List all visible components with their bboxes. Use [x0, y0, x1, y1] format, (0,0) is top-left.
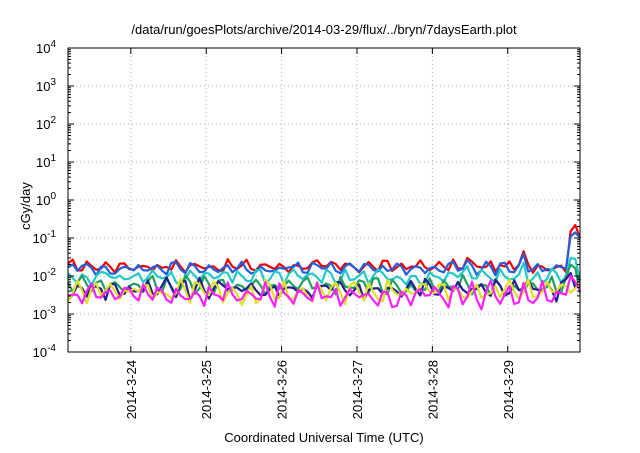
grid-lines [68, 48, 580, 352]
x-tick-label: 2014-3-27 [350, 360, 365, 419]
x-tick-label: 2014-3-24 [124, 360, 139, 419]
x-tick-label: 2014-3-25 [199, 360, 214, 419]
x-tick-label: 2014-3-29 [501, 360, 516, 419]
x-axis-label: Coordinated Universal Time (UTC) [224, 430, 423, 445]
y-tick-label: 104 [36, 39, 56, 56]
series-lines [67, 223, 582, 311]
y-axis-label: cGy/day [18, 182, 33, 230]
series-line [67, 274, 581, 311]
y-tick-label: 102 [36, 115, 56, 132]
y-tick-label: 100 [36, 191, 56, 208]
y-tick-label: 10-3 [33, 305, 57, 322]
series-line [67, 231, 581, 277]
series-line [67, 271, 581, 303]
plot-frame [67, 47, 581, 353]
x-tick-labels: 2014-3-24 2014-3-25 2014-3-26 2014-3-27 2014… [124, 360, 516, 419]
y-tick-label: 103 [36, 77, 56, 94]
y-tick-label: 10-2 [33, 267, 57, 284]
chart-title: /data/run/goesPlots/archive/2014-03-29/f… [131, 22, 517, 37]
y-tick-label: 10-4 [33, 343, 57, 360]
y-tick-labels: 10-4 10-3 10-2 10-1 100 101 102 103 104 [33, 39, 57, 360]
y-tick-label: 101 [36, 153, 56, 170]
axes [67, 47, 581, 353]
series-line [67, 277, 581, 306]
series-line [67, 223, 582, 274]
x-tick-label: 2014-3-26 [275, 360, 290, 419]
x-tick-label: 2014-3-28 [425, 360, 440, 419]
y-tick-label: 10-1 [33, 229, 57, 246]
